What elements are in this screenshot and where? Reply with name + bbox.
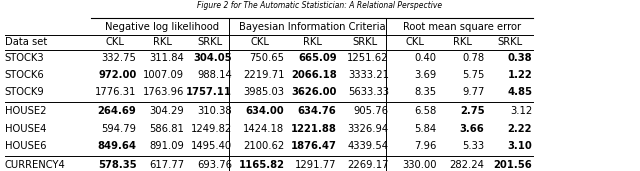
Text: Data set: Data set (4, 37, 47, 47)
Text: 988.14: 988.14 (197, 70, 232, 80)
Text: 4.85: 4.85 (507, 87, 532, 97)
Text: SRKL: SRKL (198, 37, 223, 47)
Text: 3.69: 3.69 (414, 70, 436, 80)
Text: 2219.71: 2219.71 (243, 70, 284, 80)
Text: 3.10: 3.10 (508, 141, 532, 151)
Text: 311.84: 311.84 (150, 53, 184, 63)
Text: 9.77: 9.77 (462, 87, 484, 97)
Text: 1251.62: 1251.62 (348, 53, 389, 63)
Text: Root mean square error: Root mean square error (403, 22, 522, 32)
Text: 665.09: 665.09 (298, 53, 337, 63)
Text: 201.56: 201.56 (493, 160, 532, 170)
Text: Figure 2 for The Automatic Statistician: A Relational Perspective: Figure 2 for The Automatic Statistician:… (197, 1, 443, 10)
Text: STOCK6: STOCK6 (4, 70, 44, 80)
Text: 282.24: 282.24 (449, 160, 484, 170)
Text: SRKL: SRKL (352, 37, 377, 47)
Text: 7.96: 7.96 (414, 141, 436, 151)
Text: 1876.47: 1876.47 (291, 141, 337, 151)
Text: 586.81: 586.81 (149, 124, 184, 134)
Text: 5.33: 5.33 (462, 141, 484, 151)
Text: 2066.18: 2066.18 (291, 70, 337, 80)
Text: 3985.03: 3985.03 (243, 87, 284, 97)
Text: 2.22: 2.22 (508, 124, 532, 134)
Text: 5633.33: 5633.33 (348, 87, 389, 97)
Text: 5.75: 5.75 (462, 70, 484, 80)
Text: 3.66: 3.66 (460, 124, 484, 134)
Text: 578.35: 578.35 (98, 160, 136, 170)
Text: 5.84: 5.84 (415, 124, 436, 134)
Text: 972.00: 972.00 (98, 70, 136, 80)
Text: Negative log likelihood: Negative log likelihood (105, 22, 220, 32)
Text: 310.38: 310.38 (197, 107, 232, 116)
Text: 2.75: 2.75 (460, 107, 484, 116)
Text: 1249.82: 1249.82 (191, 124, 232, 134)
Text: SRKL: SRKL (498, 37, 523, 47)
Text: RKL: RKL (453, 37, 472, 47)
Text: 0.40: 0.40 (415, 53, 436, 63)
Text: 617.77: 617.77 (149, 160, 184, 170)
Text: 1763.96: 1763.96 (143, 87, 184, 97)
Text: 1424.18: 1424.18 (243, 124, 284, 134)
Text: 330.00: 330.00 (402, 160, 436, 170)
Text: 750.65: 750.65 (250, 53, 284, 63)
Text: CKL: CKL (251, 37, 269, 47)
Text: 0.38: 0.38 (508, 53, 532, 63)
Text: 3.12: 3.12 (510, 107, 532, 116)
Text: 905.76: 905.76 (354, 107, 389, 116)
Text: 1291.77: 1291.77 (295, 160, 337, 170)
Text: 1776.31: 1776.31 (95, 87, 136, 97)
Text: 332.75: 332.75 (102, 53, 136, 63)
Text: 4339.54: 4339.54 (348, 141, 389, 151)
Text: HOUSE4: HOUSE4 (4, 124, 46, 134)
Text: 1165.82: 1165.82 (238, 160, 284, 170)
Text: CURRENCY4: CURRENCY4 (4, 160, 65, 170)
Text: 304.05: 304.05 (193, 53, 232, 63)
Text: RKL: RKL (153, 37, 172, 47)
Text: CKL: CKL (105, 37, 124, 47)
Text: CKL: CKL (405, 37, 424, 47)
Text: 594.79: 594.79 (102, 124, 136, 134)
Text: 3326.94: 3326.94 (348, 124, 389, 134)
Text: HOUSE2: HOUSE2 (4, 107, 46, 116)
Text: 6.58: 6.58 (414, 107, 436, 116)
Text: 634.76: 634.76 (298, 107, 337, 116)
Text: 1757.11: 1757.11 (186, 87, 232, 97)
Text: 2100.62: 2100.62 (243, 141, 284, 151)
Text: STOCK3: STOCK3 (4, 53, 44, 63)
Text: 304.29: 304.29 (150, 107, 184, 116)
Text: Bayesian Information Criteria: Bayesian Information Criteria (239, 22, 386, 32)
Text: 1495.40: 1495.40 (191, 141, 232, 151)
Text: STOCK9: STOCK9 (4, 87, 44, 97)
Text: 3626.00: 3626.00 (291, 87, 337, 97)
Text: 1007.09: 1007.09 (143, 70, 184, 80)
Text: 1221.88: 1221.88 (291, 124, 337, 134)
Text: 2269.17: 2269.17 (348, 160, 389, 170)
Text: 264.69: 264.69 (98, 107, 136, 116)
Text: HOUSE6: HOUSE6 (4, 141, 46, 151)
Text: RKL: RKL (303, 37, 322, 47)
Text: 0.78: 0.78 (462, 53, 484, 63)
Text: 3333.21: 3333.21 (348, 70, 389, 80)
Text: 891.09: 891.09 (149, 141, 184, 151)
Text: 693.76: 693.76 (197, 160, 232, 170)
Text: 1.22: 1.22 (508, 70, 532, 80)
Text: 849.64: 849.64 (97, 141, 136, 151)
Text: 8.35: 8.35 (415, 87, 436, 97)
Text: 634.00: 634.00 (246, 107, 284, 116)
